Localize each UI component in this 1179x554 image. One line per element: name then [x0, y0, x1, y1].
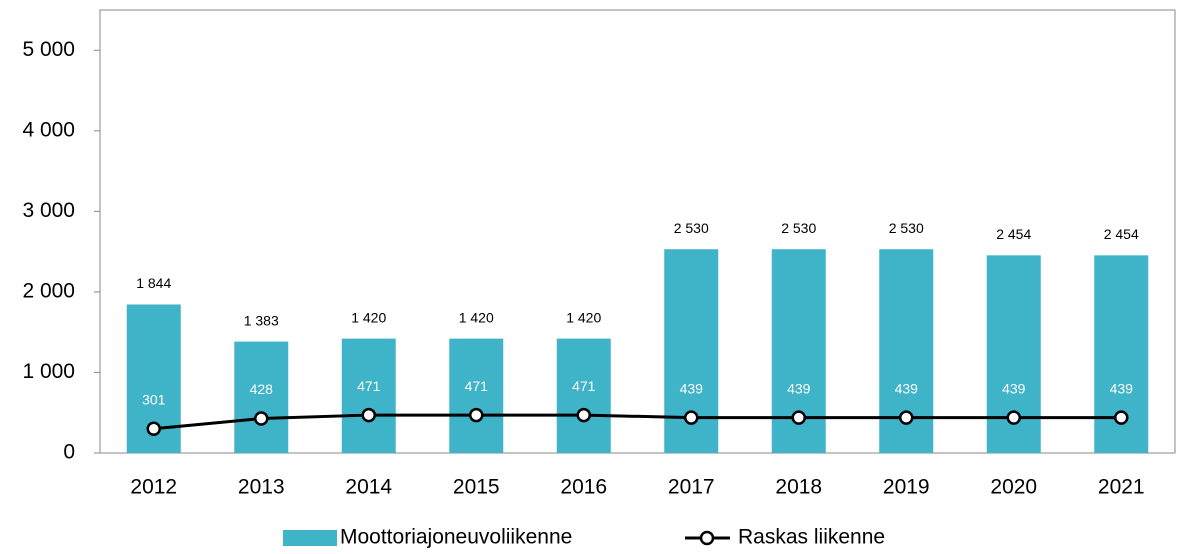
line-value-label: 439	[787, 380, 811, 396]
x-tick-label: 2012	[130, 476, 177, 499]
line-marker	[254, 411, 269, 426]
bar	[449, 338, 504, 453]
line-value-label: 471	[572, 378, 596, 394]
legend-label: Raskas liikenne	[738, 526, 885, 549]
line-value-label: 439	[1110, 380, 1134, 396]
y-tick-label: 1 000	[22, 360, 75, 383]
line-value-label: 471	[465, 378, 489, 394]
plot-frame	[99, 9, 1176, 454]
line-value-label: 439	[1002, 380, 1026, 396]
line-marker	[1114, 410, 1129, 425]
line-marker	[361, 407, 376, 423]
y-tick-label: 5 000	[22, 38, 75, 61]
line-marker	[576, 407, 591, 423]
x-tick-label: 2014	[345, 476, 392, 499]
y-tick-label: 3 000	[22, 199, 75, 222]
line-value-label: 301	[142, 391, 166, 407]
legend-swatch	[283, 530, 337, 546]
x-tick-label: 2021	[1098, 476, 1145, 499]
line-marker	[791, 410, 806, 425]
bar-value-label: 2 530	[781, 220, 816, 236]
line-value-label: 439	[895, 380, 919, 396]
line-marker	[684, 410, 699, 425]
y-tick-label: 0	[63, 441, 75, 464]
bar-value-label: 2 530	[889, 220, 924, 236]
line-marker	[146, 421, 161, 437]
bar-value-label: 2 530	[674, 220, 709, 236]
bar-value-label: 1 420	[566, 309, 601, 325]
line-value-label: 428	[250, 381, 274, 397]
line-marker	[899, 410, 914, 425]
x-tick-label: 2018	[775, 476, 822, 499]
bar-value-label: 1 420	[459, 309, 494, 325]
x-tick-label: 2017	[668, 476, 715, 499]
legend-label: Moottoriajoneuvoliikenne	[340, 526, 572, 549]
x-tick-label: 2013	[238, 476, 285, 499]
y-tick-label: 2 000	[22, 279, 75, 302]
bar-value-label: 1 383	[244, 312, 279, 328]
x-tick-label: 2016	[560, 476, 607, 499]
y-tick-label: 4 000	[22, 118, 75, 141]
legend-marker	[699, 530, 715, 546]
bar-value-label: 1 844	[136, 275, 171, 291]
bar	[234, 341, 289, 453]
bar-value-label: 2 454	[996, 226, 1031, 242]
x-tick-label: 2015	[453, 476, 500, 499]
bar-value-label: 2 454	[1104, 226, 1139, 242]
line-value-label: 439	[680, 380, 704, 396]
line	[153, 413, 1122, 431]
line-marker	[469, 407, 484, 423]
bar	[341, 338, 396, 453]
x-tick-label: 2020	[990, 476, 1037, 499]
line-marker	[1006, 410, 1021, 425]
x-tick-label: 2019	[883, 476, 930, 499]
bar	[556, 338, 611, 453]
line-value-label: 471	[357, 378, 381, 394]
bar-value-label: 1 420	[351, 309, 386, 325]
